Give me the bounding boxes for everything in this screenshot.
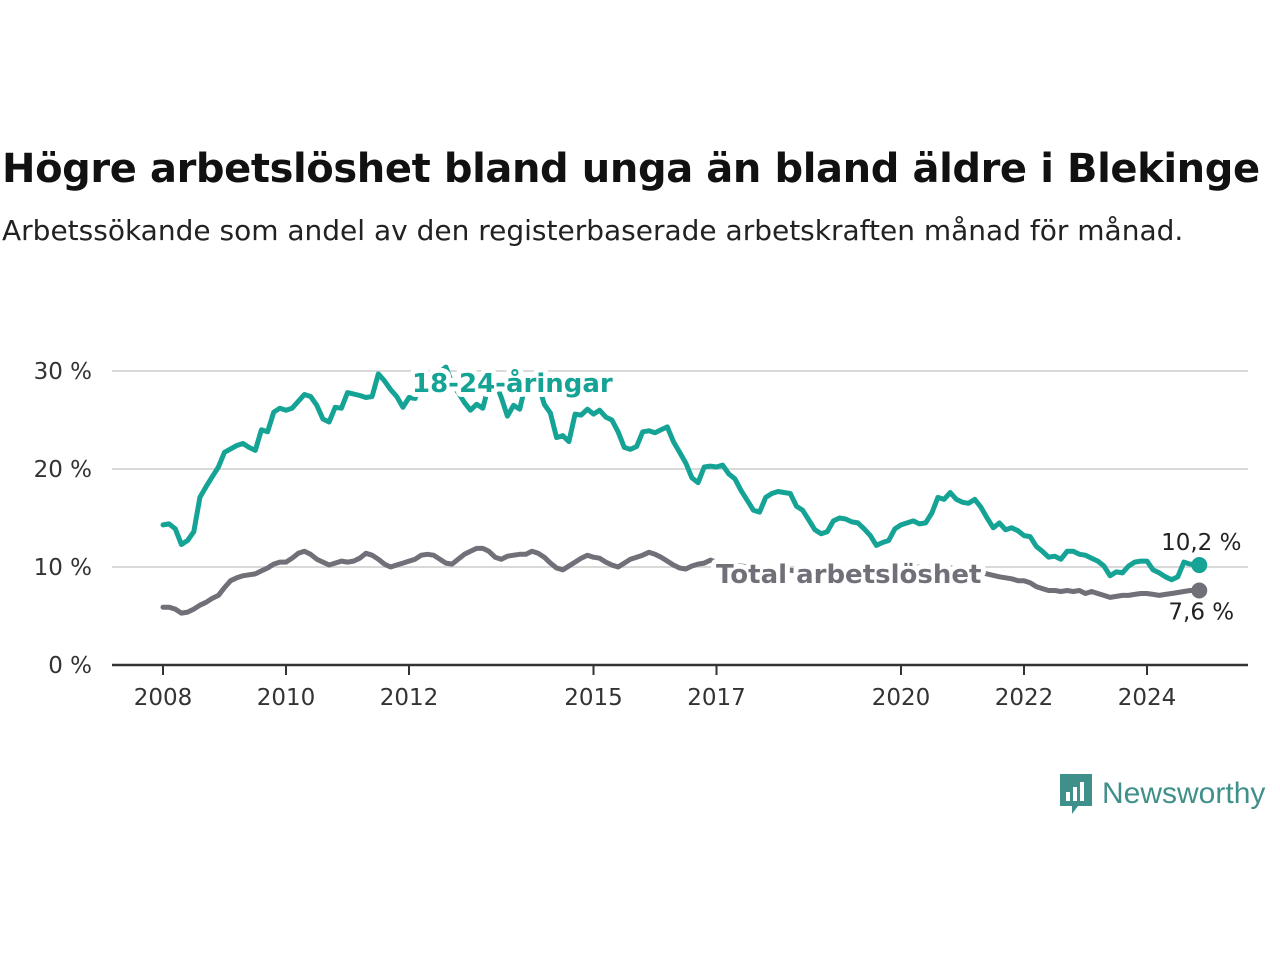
series-line-total: [160, 545, 1202, 616]
y-axis-ticks: 0 % 10 % 20 % 30 %: [34, 359, 92, 679]
x-tick-label: 2017: [687, 685, 746, 711]
x-axis-ticks: 2008 2010 2012 2015 2017 2020 2022 2024: [134, 665, 1177, 711]
brand-name: Newsworthy: [1102, 777, 1266, 810]
x-tick-label: 2015: [564, 685, 623, 711]
end-dot-youth: [1191, 557, 1208, 574]
end-value-total: 7,6 %: [1168, 600, 1234, 626]
y-tick-label: 20 %: [34, 457, 92, 483]
x-tick-label: 2010: [257, 685, 316, 711]
x-tick-label: 2008: [134, 685, 193, 711]
x-tick-label: 2012: [380, 685, 439, 711]
chart-title: Högre arbetslöshet bland unga än bland ä…: [2, 146, 1260, 192]
chart-subtitle: Arbetssökande som andel av den registerb…: [2, 214, 1184, 247]
brand-logo[interactable]: Newsworthy: [1058, 772, 1265, 816]
y-tick-label: 10 %: [34, 555, 92, 581]
newsworthy-logo-icon: [1060, 774, 1092, 814]
x-tick-label: 2022: [995, 685, 1054, 711]
x-tick-label: 2020: [872, 685, 931, 711]
end-dot-total: [1191, 582, 1208, 599]
series-label-youth-text: 18-24-åringar: [412, 367, 613, 399]
series-line-youth: [160, 364, 1202, 583]
gridlines: [112, 370, 1248, 568]
series-label-youth-halo: 18-24-åringar: [412, 367, 613, 399]
y-tick-label: 0 %: [48, 653, 92, 679]
y-tick-label: 30 %: [34, 359, 92, 385]
series-label-total-text: Total arbetslöshet: [716, 560, 981, 590]
series-label-total-halo: Total arbetslöshet: [716, 560, 981, 590]
x-tick-label: 2024: [1118, 685, 1177, 711]
series-lines: [160, 364, 1208, 616]
end-value-youth: 10,2 %: [1161, 530, 1241, 556]
